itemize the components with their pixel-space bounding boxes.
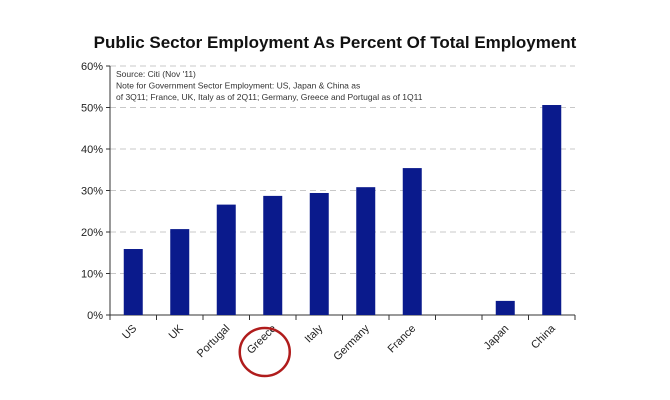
- source-note: Source: Citi (Nov '11): [116, 69, 196, 79]
- x-tick-label: Portugal: [195, 323, 232, 360]
- y-tick-label: 50%: [81, 103, 103, 115]
- y-tick-label: 40%: [81, 144, 103, 156]
- bar-japan: [495, 300, 515, 315]
- bar-greece: [263, 195, 283, 315]
- x-tick-label: Japan: [482, 323, 512, 353]
- highlight-circle: [238, 326, 291, 378]
- source-note: Note for Government Sector Employment: U…: [116, 81, 360, 91]
- chart-title: Public Sector Employment As Percent Of T…: [93, 33, 577, 52]
- bar-us: [123, 249, 143, 315]
- y-tick-label: 30%: [81, 186, 103, 198]
- bar-uk: [170, 229, 190, 315]
- bar-portugal: [216, 204, 236, 315]
- x-tick-label: UK: [167, 322, 187, 342]
- y-tick-label: 0%: [87, 310, 103, 322]
- y-tick-label: 60%: [81, 61, 103, 73]
- source-note: of 3Q11; France, UK, Italy as of 2Q11; G…: [116, 92, 423, 102]
- x-tick-label: France: [386, 323, 419, 356]
- bar-italy: [309, 192, 329, 315]
- bar-china: [542, 105, 562, 315]
- y-tick-label: 20%: [81, 227, 103, 239]
- x-tick-label: China: [529, 322, 558, 351]
- x-tick-label: US: [120, 323, 139, 342]
- y-tick-label: 10%: [81, 269, 103, 281]
- x-tick-label: Italy: [303, 322, 326, 345]
- x-tick-label: Germany: [331, 322, 372, 363]
- bar-france: [402, 168, 422, 315]
- bar-germany: [356, 187, 376, 315]
